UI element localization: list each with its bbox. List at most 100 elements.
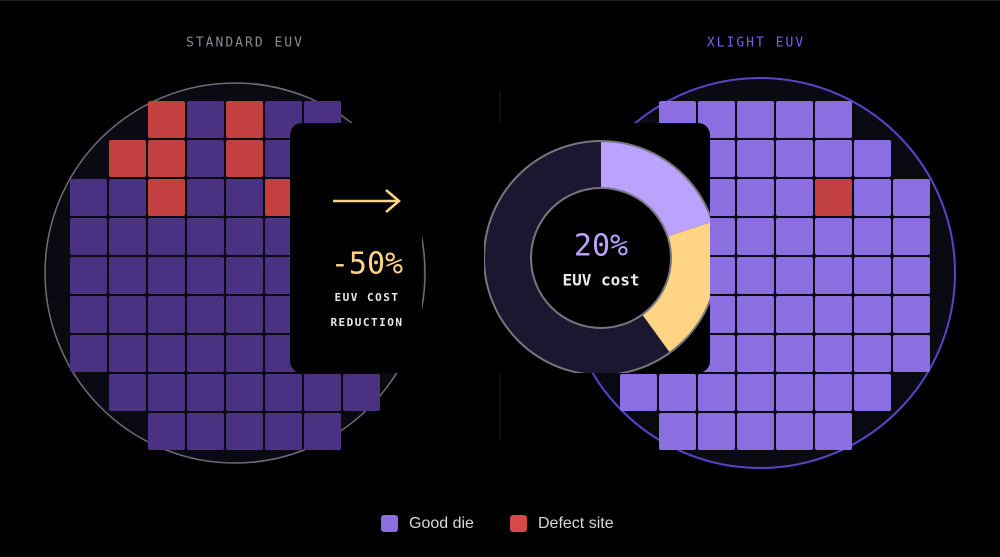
good-die [620, 374, 657, 411]
good-die [854, 218, 891, 255]
reduction-card [290, 123, 422, 373]
good-die [776, 335, 813, 372]
donut-segment [484, 141, 670, 373]
good-die [776, 374, 813, 411]
good-die [737, 413, 774, 450]
good-die [148, 296, 185, 333]
good-die [70, 335, 107, 372]
reduction-label: EUV COST [335, 291, 400, 304]
good-die [659, 413, 696, 450]
good-die [893, 296, 930, 333]
good-die [187, 296, 224, 333]
donut [484, 140, 710, 373]
donut-segment [601, 141, 710, 237]
defect-die [148, 101, 185, 138]
good-die [187, 179, 224, 216]
good-die [893, 218, 930, 255]
good-die [265, 413, 302, 450]
good-die [776, 257, 813, 294]
good-die [109, 218, 146, 255]
good-die [109, 179, 146, 216]
good-die [109, 335, 146, 372]
good-die [109, 296, 146, 333]
good-die [226, 296, 263, 333]
good-die [148, 218, 185, 255]
good-die [70, 296, 107, 333]
legend-label: Good die [409, 515, 474, 532]
good-die [343, 374, 380, 411]
reduction-label: REDUCTION [330, 316, 403, 329]
good-die [187, 374, 224, 411]
good-die [304, 413, 341, 450]
good-die [226, 218, 263, 255]
good-die [737, 296, 774, 333]
good-die [148, 413, 185, 450]
left-die-grid [70, 101, 380, 450]
good-die [70, 218, 107, 255]
good-die [893, 257, 930, 294]
donut-outline [484, 140, 710, 373]
good-die [737, 257, 774, 294]
good-die [854, 374, 891, 411]
good-die [70, 179, 107, 216]
good-die [815, 296, 852, 333]
good-die [737, 140, 774, 177]
good-die [226, 179, 263, 216]
good-die [304, 374, 341, 411]
good-die [737, 179, 774, 216]
right-title: XLIGHT EUV [707, 36, 805, 51]
good-die [776, 296, 813, 333]
good-die [737, 101, 774, 138]
good-die [187, 413, 224, 450]
good-die [109, 374, 146, 411]
good-die [737, 335, 774, 372]
good-die [187, 140, 224, 177]
reduction-value: -50% [331, 247, 403, 282]
good-die [698, 413, 735, 450]
defect-die [226, 140, 263, 177]
good-die [776, 140, 813, 177]
left-title: STANDARD EUV [186, 36, 304, 51]
good-die [226, 413, 263, 450]
legend-label: Defect site [538, 515, 614, 532]
good-die [226, 257, 263, 294]
good-die [737, 374, 774, 411]
donut-segment [642, 221, 710, 353]
good-die [109, 257, 146, 294]
good-die [698, 374, 735, 411]
good-die [226, 335, 263, 372]
good-die [265, 374, 302, 411]
defect-die [815, 179, 852, 216]
legend-swatch [381, 515, 398, 532]
defect-die [148, 179, 185, 216]
good-die [187, 257, 224, 294]
donut-value: 20% [574, 229, 628, 264]
good-die [226, 374, 263, 411]
good-die [815, 335, 852, 372]
good-die [776, 179, 813, 216]
good-die [854, 296, 891, 333]
good-die [148, 374, 185, 411]
good-die [815, 374, 852, 411]
defect-die [109, 140, 146, 177]
good-die [148, 335, 185, 372]
defect-die [148, 140, 185, 177]
good-die [187, 218, 224, 255]
donut-hole [530, 187, 672, 329]
good-die [776, 413, 813, 450]
good-die [854, 140, 891, 177]
good-die [815, 140, 852, 177]
good-die [70, 257, 107, 294]
good-die [187, 101, 224, 138]
defect-die [226, 101, 263, 138]
good-die [815, 413, 852, 450]
good-die [659, 374, 696, 411]
good-die [776, 101, 813, 138]
good-die [854, 179, 891, 216]
good-die [737, 218, 774, 255]
good-die [854, 335, 891, 372]
good-die [854, 257, 891, 294]
legend-swatch [510, 515, 527, 532]
good-die [815, 101, 852, 138]
